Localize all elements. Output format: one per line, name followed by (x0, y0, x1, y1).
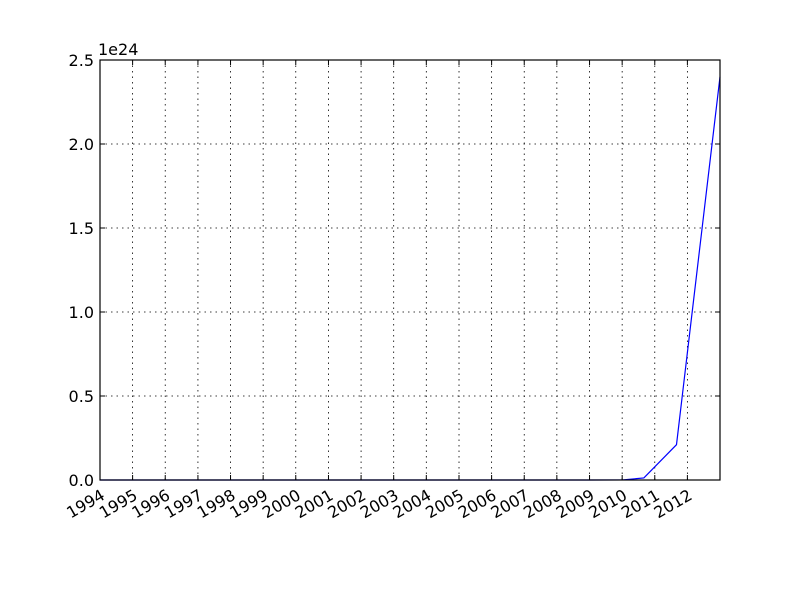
x-tick-label: 2012 (651, 485, 696, 522)
plot-frame (99, 59, 721, 481)
y-offset-label: 1e24 (98, 40, 138, 59)
y-tick-label: 0.0 (69, 471, 94, 490)
y-tick-label: 1.5 (69, 219, 94, 238)
tick-labels: 1994199519961997199819992000200120022003… (63, 51, 695, 522)
grid-lines (100, 60, 720, 480)
tick-marks (99, 59, 720, 481)
y-tick-label: 2.0 (69, 135, 94, 154)
y-tick-label: 2.5 (69, 51, 94, 70)
series-layer (100, 76, 721, 481)
series-line (100, 76, 721, 481)
y-tick-label: 1.0 (69, 303, 94, 322)
y-tick-label: 0.5 (69, 387, 94, 406)
